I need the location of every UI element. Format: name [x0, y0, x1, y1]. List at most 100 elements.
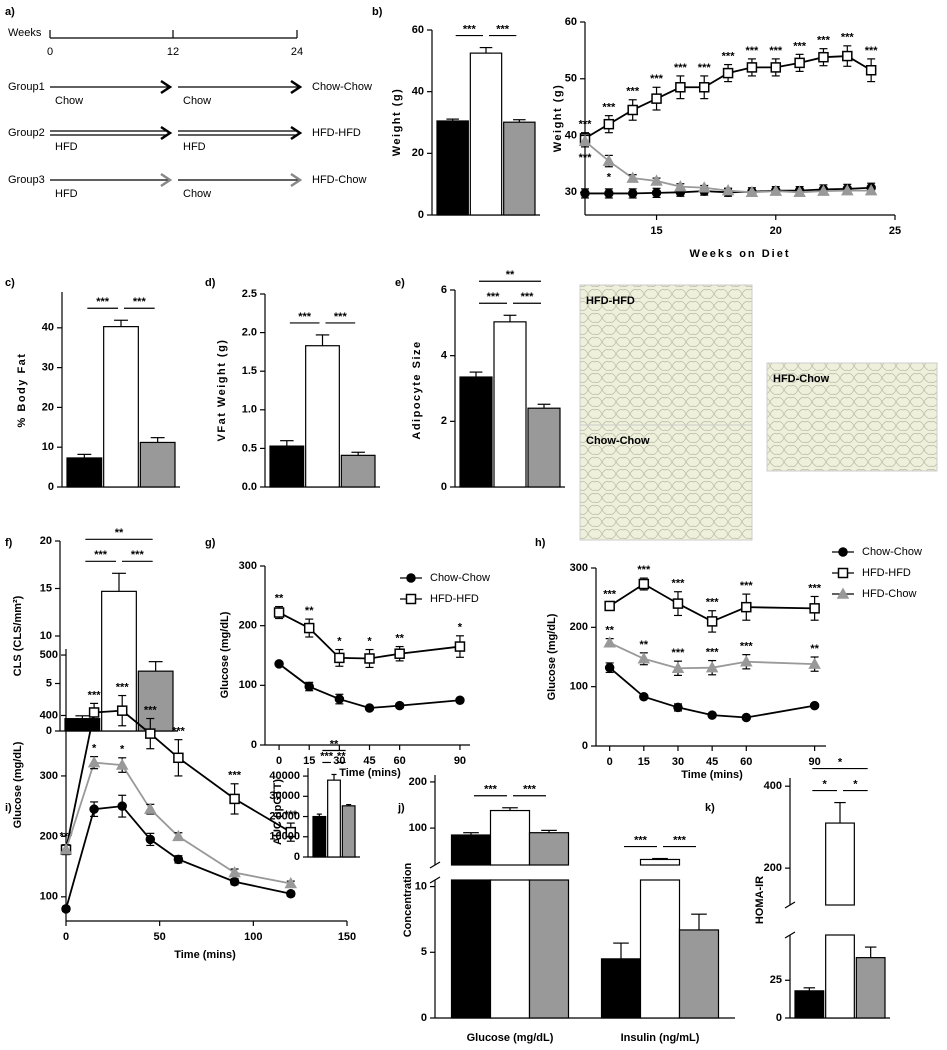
- marker: [59, 843, 73, 855]
- y-tick-label: 10: [40, 630, 52, 642]
- y-axis-label: CLS (CLS/mm²): [12, 595, 24, 676]
- marker: [707, 710, 717, 720]
- y-tick-label: 0: [582, 740, 588, 752]
- marker: [674, 180, 687, 192]
- arrow-head: [290, 125, 303, 141]
- significance-label: **: [395, 632, 404, 644]
- y-tick-label: 100: [570, 681, 588, 693]
- significance-label: *: [607, 172, 612, 184]
- marker: [394, 700, 405, 711]
- marker: [675, 82, 686, 93]
- marker: [405, 593, 417, 605]
- significance-label: ***: [284, 809, 298, 821]
- micrograph: [766, 362, 938, 472]
- marker: [808, 657, 821, 669]
- x-tick-label: 100: [244, 931, 262, 943]
- significance-label: ***: [96, 296, 110, 308]
- arrow-head: [160, 125, 173, 141]
- x-tick-label: 30: [333, 755, 345, 767]
- y-tick-label: 300: [40, 770, 58, 782]
- y-tick-label: 0: [418, 209, 424, 221]
- significance-label: ***: [650, 73, 664, 85]
- marker: [284, 876, 298, 889]
- y-tick-label: 40: [565, 129, 577, 141]
- x-tick-label: 45: [363, 755, 375, 767]
- significance-label: ***: [603, 588, 617, 600]
- y-tick-label: 50: [565, 73, 577, 85]
- axis-label: Weeks: [8, 27, 42, 39]
- significance-label: *: [853, 778, 858, 790]
- panel-label: b): [372, 6, 383, 18]
- marker: [286, 889, 296, 899]
- y-tick-label: 2.0: [242, 327, 257, 339]
- significance-label: ***: [579, 119, 593, 131]
- x-tick-label: 150: [338, 931, 356, 943]
- marker: [604, 188, 614, 199]
- y-tick-label: 20: [40, 535, 52, 547]
- x-axis-label: Time (mins): [174, 949, 236, 961]
- significance-label: ***: [634, 834, 648, 846]
- significance-label: **: [115, 527, 124, 539]
- bar: [527, 407, 561, 488]
- legend-label: Chow-Chow: [430, 572, 490, 584]
- x-tick-label: 0: [607, 756, 613, 768]
- bar: [855, 957, 886, 1019]
- bar: [137, 670, 174, 732]
- marker: [864, 184, 878, 196]
- x-tick-label: 20: [770, 225, 782, 237]
- y-tick-label: 20000: [269, 810, 300, 822]
- bar: [794, 990, 825, 1019]
- outcome-label: HFD-HFD: [312, 127, 361, 139]
- significance-label: ***: [298, 311, 312, 323]
- marker: [454, 641, 466, 652]
- marker: [229, 793, 240, 805]
- marker: [334, 652, 345, 664]
- y-tick-label: 25: [770, 974, 782, 986]
- significance-label: ***: [769, 45, 783, 57]
- axis-break: [784, 901, 796, 909]
- significance-label: ***: [579, 152, 593, 164]
- significance-label: *: [337, 635, 342, 647]
- diet-label: Chow: [183, 188, 211, 200]
- marker: [228, 866, 241, 878]
- panel-label: d): [205, 277, 216, 289]
- y-tick-label: 300: [239, 560, 257, 572]
- marker: [364, 653, 375, 664]
- panel-label: h): [535, 537, 546, 549]
- arrow-head: [290, 79, 303, 95]
- y-axis-label: AUC (ipGTT): [272, 779, 284, 845]
- marker: [364, 703, 375, 713]
- y-tick-label: 300: [570, 562, 588, 574]
- significance-label: ***: [746, 45, 760, 57]
- significance-label: ***: [144, 704, 158, 716]
- bar: [66, 457, 103, 488]
- marker: [865, 65, 877, 76]
- significance-label: ***: [523, 784, 537, 796]
- marker: [638, 578, 650, 590]
- marker: [637, 652, 651, 664]
- marker: [842, 50, 853, 62]
- y-tick-label: 500: [40, 649, 58, 661]
- y-tick-label: 0.5: [242, 442, 257, 454]
- marker: [604, 600, 615, 612]
- marker: [770, 62, 782, 73]
- y-axis-label: Glucose (mg/dL): [219, 611, 231, 698]
- significance-label: ***: [626, 86, 640, 98]
- significance-label: **: [640, 639, 649, 651]
- marker: [838, 547, 848, 557]
- significance-label: ***: [496, 23, 510, 35]
- y-tick-label: 200: [570, 621, 588, 633]
- time-tick-label: 24: [291, 46, 303, 58]
- marker: [697, 181, 711, 193]
- y-tick-label: 0: [294, 851, 300, 863]
- series-line: [609, 666, 815, 719]
- panel-label: f): [5, 537, 13, 549]
- outcome-label: HFD-Chow: [312, 174, 366, 186]
- y-axis-label: Glucose (mg/dL): [546, 613, 558, 700]
- y-axis-label: VFat Weight (g): [216, 339, 228, 442]
- significance-label: *: [458, 622, 463, 634]
- bar: [493, 321, 527, 488]
- marker: [578, 134, 592, 146]
- bar: [489, 809, 531, 866]
- bar: [312, 815, 327, 858]
